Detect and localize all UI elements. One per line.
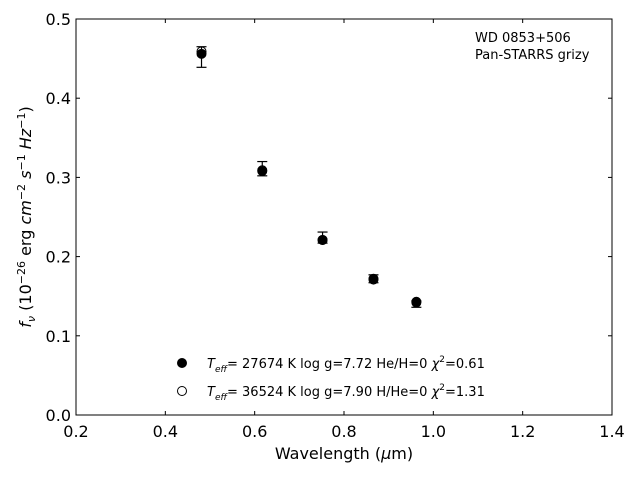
point-model-filled	[196, 48, 207, 59]
y-axis: 0.0 0.1 0.2 0.3 0.4 0.5	[46, 10, 612, 425]
x-tick-label: 1.4	[599, 422, 624, 441]
y-axis-label: fν (10−26 erg cm−2 s−1 Hz−1)	[15, 106, 38, 327]
y-tick-label: 0.4	[46, 89, 71, 108]
legend-marker-open	[177, 386, 187, 396]
x-axis-label: Wavelength (μm)	[275, 444, 413, 463]
x-tick-label: 0.2	[63, 422, 88, 441]
legend: Teff= 27674 K log g=7.72 He/H=0 χ2=0.61 …	[177, 355, 485, 403]
y-tick-label: 0.2	[46, 248, 71, 267]
y-tick-label: 0.3	[46, 168, 71, 187]
legend-label-2: Teff= 36524 K log g=7.90 H/He=0 χ2=1.31	[207, 383, 485, 403]
x-tick-label: 1.0	[421, 422, 446, 441]
point-model-open	[317, 234, 328, 245]
y-tick-label: 0.1	[46, 327, 71, 346]
point-model-open	[368, 274, 379, 285]
data-points	[196, 46, 422, 308]
x-tick-label: 0.4	[153, 422, 178, 441]
point-model-open	[196, 46, 207, 57]
legend-marker-filled	[177, 358, 187, 368]
x-axis: 0.2 0.4 0.6 0.8 1.0 1.2 1.4	[63, 19, 625, 441]
legend-label-1: Teff= 27674 K log g=7.72 He/H=0 χ2=0.61	[207, 355, 485, 375]
x-tick-label: 0.8	[331, 422, 356, 441]
annotation-survey: Pan-STARRS grizy	[475, 48, 590, 63]
annotation-star-name: WD 0853+506	[475, 31, 571, 46]
x-tick-label: 0.6	[242, 422, 267, 441]
y-tick-label: 0.5	[46, 10, 71, 29]
point-model-open	[411, 297, 422, 308]
x-tick-label: 1.2	[510, 422, 535, 441]
y-tick-label: 0.0	[46, 406, 71, 425]
point-model-open	[257, 165, 268, 176]
